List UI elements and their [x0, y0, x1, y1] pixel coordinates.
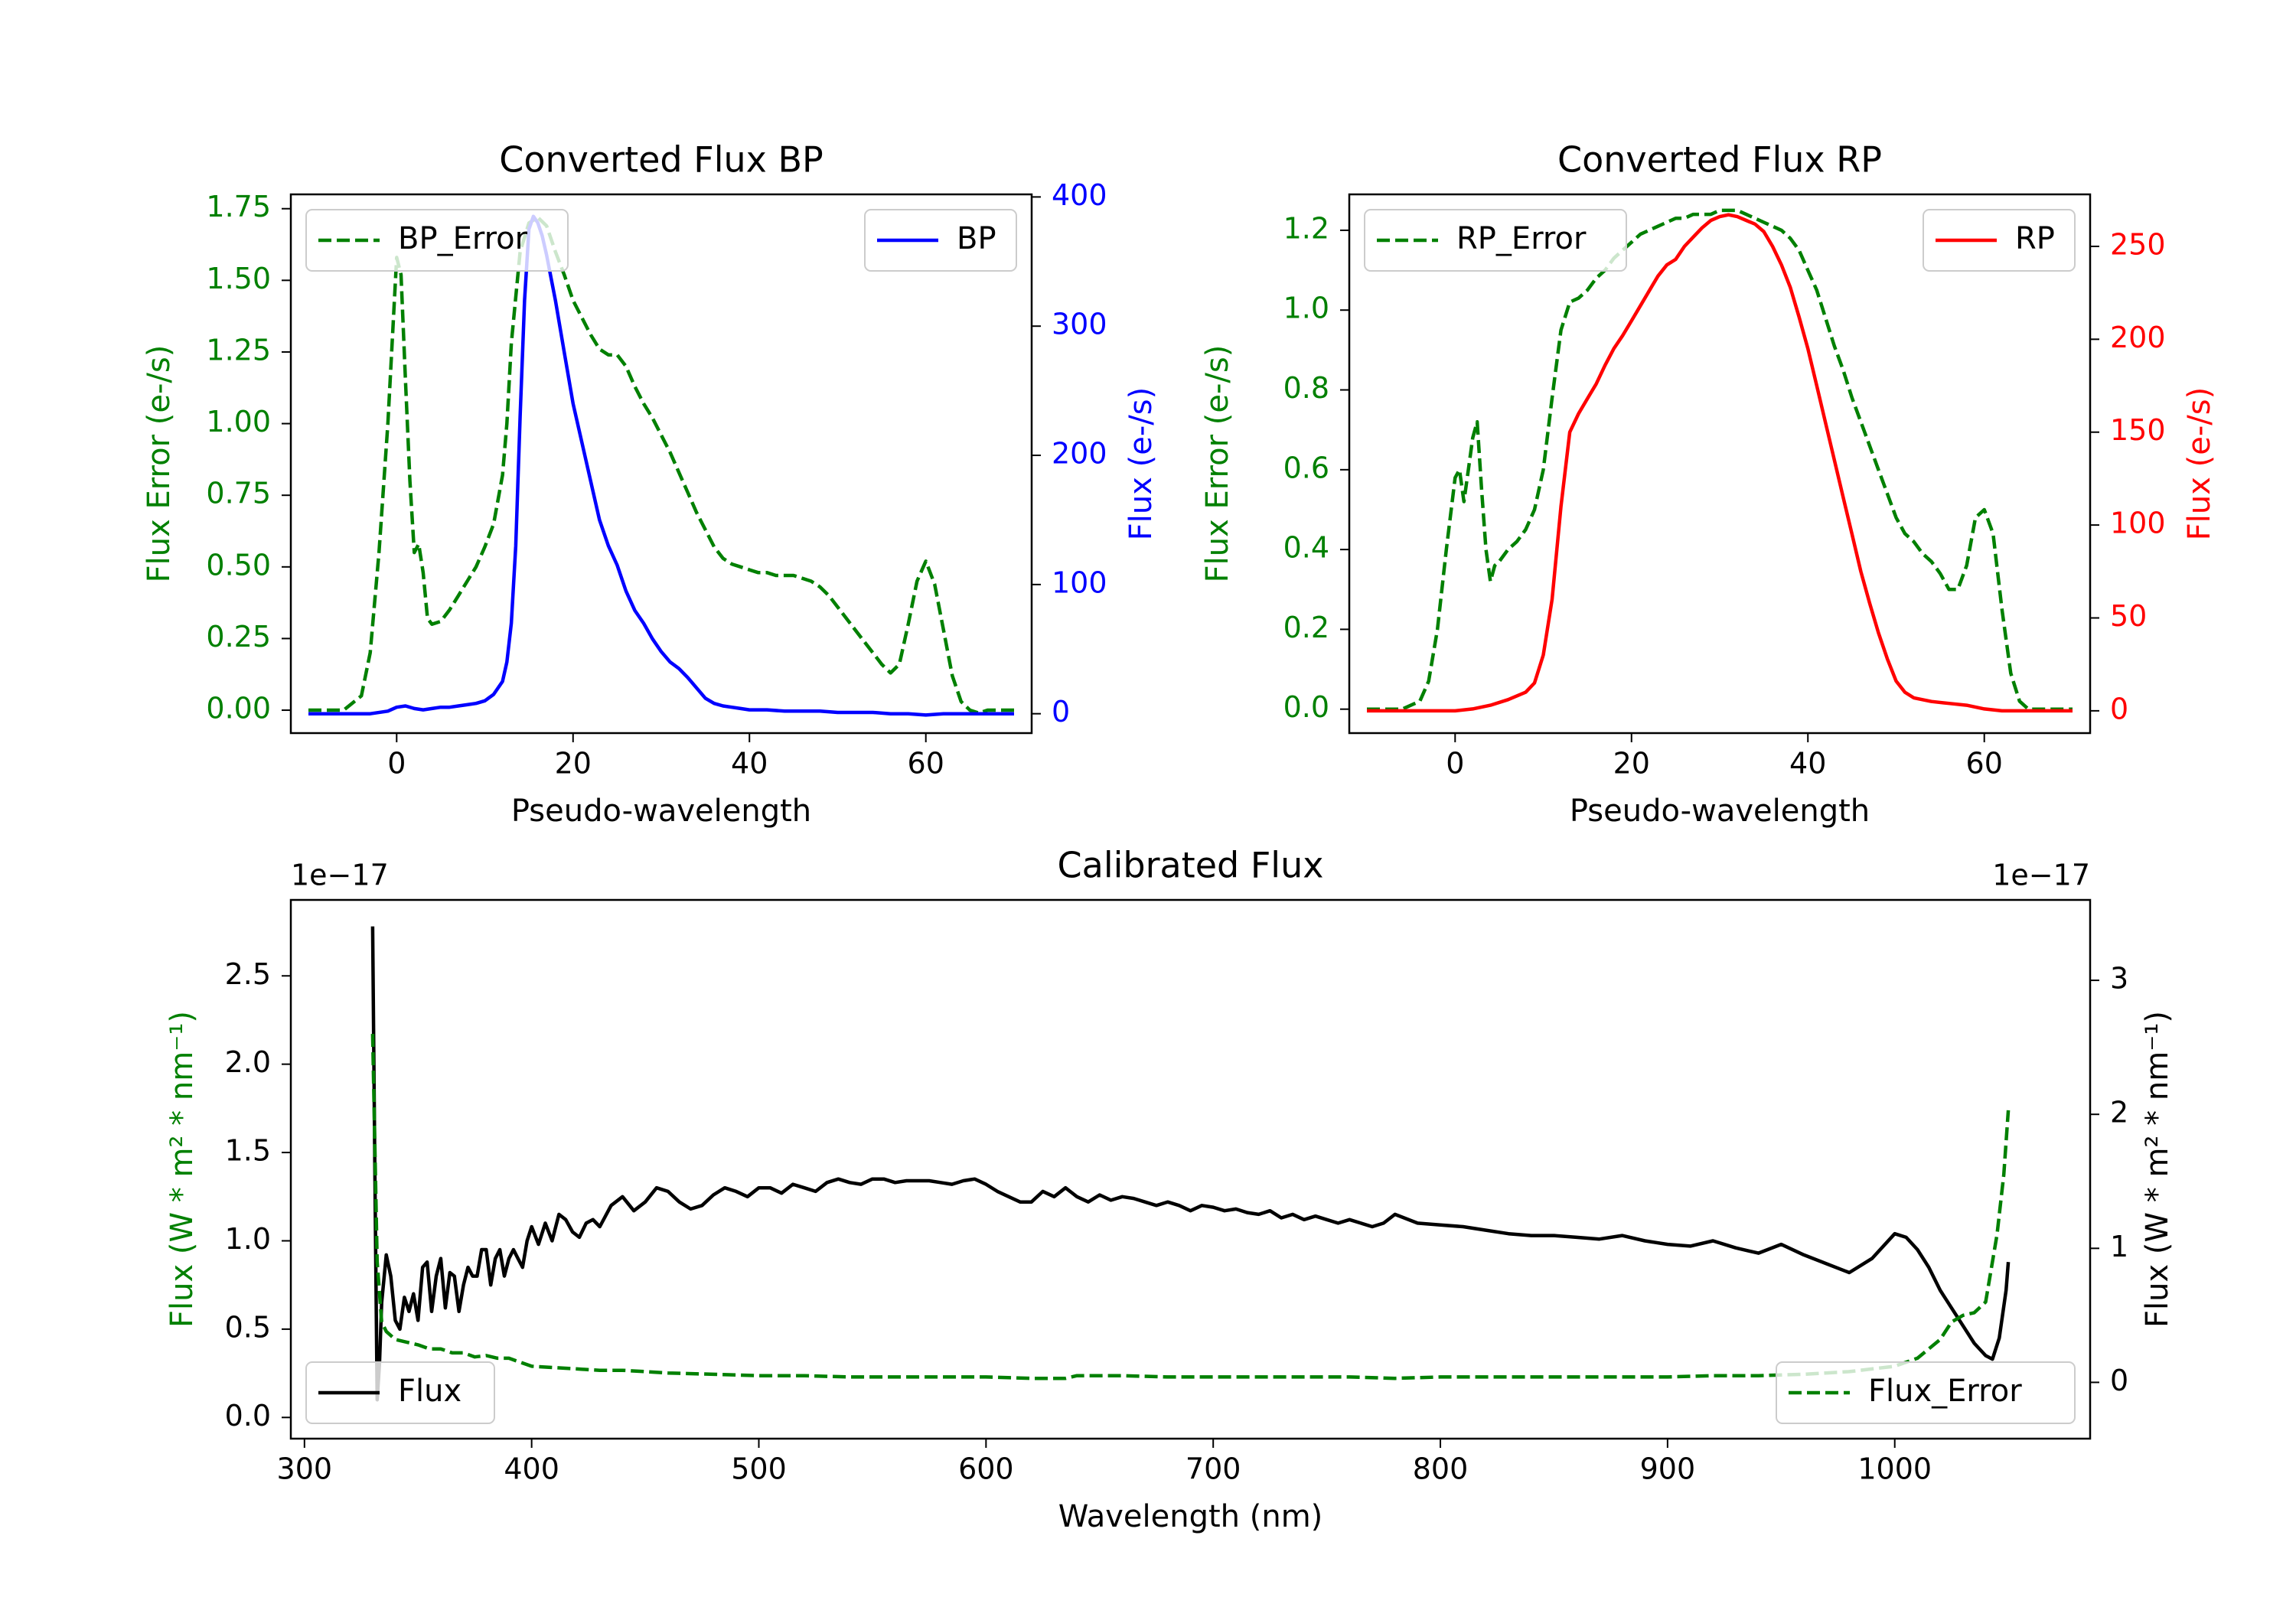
- y-left-tick-label: 0.25: [206, 620, 271, 654]
- x-tick-label: 0: [1446, 747, 1464, 781]
- y-right-tick-label: 400: [1052, 178, 1107, 212]
- chart-panel-1: Converted Flux BP 0 20 40 60 Pseudo-wavelengt…: [142, 139, 1159, 830]
- y-left-offset-label: 1e−17: [291, 859, 389, 892]
- y-left-tick-label: 0.75: [206, 477, 271, 510]
- y-left-tick-label: 2.0: [225, 1045, 271, 1079]
- legend-left: RP_Error: [1364, 209, 1627, 272]
- series-line-flux: [370, 926, 2011, 1402]
- y-left-axis-label: Flux Error (e-/s): [142, 345, 177, 583]
- legend-right: BP: [864, 209, 1017, 272]
- legend-label: Flux: [398, 1374, 461, 1409]
- legend-box: [864, 209, 1017, 272]
- series-line-bp-error: [308, 215, 1014, 715]
- y-right-tick-label: 3: [2110, 962, 2128, 996]
- legend-box: [1364, 209, 1627, 272]
- y-left-tick-label: 0.0: [1283, 690, 1329, 724]
- y-left-tick-label: 1.50: [206, 262, 271, 295]
- x-tick-label: 300: [277, 1452, 333, 1486]
- series-line-bp: [308, 214, 1014, 717]
- chart-title: Calibrated Flux: [1058, 845, 1324, 886]
- y-left-tick-label: 1.75: [206, 190, 271, 223]
- y-right-tick-label: 100: [1052, 566, 1107, 599]
- y-left-tick-label: 1.0: [225, 1222, 271, 1256]
- legend-box: [1923, 209, 2076, 272]
- y-right-tick-label: 300: [1052, 308, 1107, 341]
- y-left-tick-label: 0.4: [1283, 531, 1329, 565]
- plot-frame: [289, 898, 2092, 1440]
- y-left-tick-label: 1.5: [225, 1134, 271, 1168]
- x-axis-label: Pseudo-wavelength: [1570, 794, 1870, 829]
- legend-right: RP: [1923, 209, 2076, 272]
- chart-title: Converted Flux BP: [499, 139, 823, 181]
- y-left-tick-label: 1.0: [1283, 292, 1329, 325]
- legend-left: Flux: [305, 1361, 495, 1424]
- legend-label: RP: [2015, 221, 2055, 256]
- y-left-tick-label: 2.5: [225, 957, 271, 991]
- y-right-tick-label: 0: [2110, 692, 2128, 725]
- y-left-axis-label: Flux Error (e-/s): [1200, 345, 1235, 583]
- y-right-axis-label: Flux (W * m² * nm⁻¹): [2140, 1011, 2175, 1328]
- y-right-axis-label: Flux (e-/s): [2182, 387, 2217, 540]
- x-tick-label: 600: [958, 1452, 1014, 1486]
- legend-box: [1776, 1361, 2076, 1424]
- x-tick-label: 1000: [1857, 1452, 1932, 1486]
- x-tick-label: 500: [731, 1452, 787, 1486]
- x-tick-label: 40: [731, 747, 768, 781]
- y-left-axis-label: Flux (W * m² * nm⁻¹): [165, 1011, 200, 1328]
- chart-panel-3: Calibrated Flux 300 400 500 600 700 800 900 1000…: [165, 845, 2175, 1535]
- y-right-tick-label: 250: [2110, 227, 2166, 261]
- y-right-axis-label: Flux (e-/s): [1124, 387, 1159, 540]
- y-right-tick-label: 150: [2110, 413, 2166, 447]
- y-left-tick-label: 0.0: [225, 1399, 271, 1433]
- x-tick-label: 900: [1640, 1452, 1696, 1486]
- legend-label: Flux_Error: [1868, 1374, 2022, 1409]
- x-tick-label: 60: [908, 747, 944, 781]
- chart-panel-2: Converted Flux RP 0 20 40 60 Pseudo-wavelengt…: [1200, 139, 2217, 830]
- y-right-tick-label: 50: [2110, 599, 2147, 633]
- legend-left: BP_Error: [305, 209, 569, 272]
- plot-frame: [289, 193, 1033, 735]
- chart-title: Converted Flux RP: [1557, 139, 1882, 181]
- y-right-tick-label: 200: [1052, 437, 1107, 471]
- y-left-tick-label: 0.5: [225, 1310, 271, 1344]
- y-left-tick-label: 0.6: [1283, 451, 1329, 484]
- y-left-tick-label: 0.50: [206, 548, 271, 582]
- plot-frame: [1348, 193, 2092, 735]
- x-tick-label: 0: [387, 747, 406, 781]
- legend-right: Flux_Error: [1776, 1361, 2076, 1424]
- y-left-tick-label: 1.2: [1283, 211, 1329, 245]
- y-right-tick-label: 0: [1052, 695, 1070, 729]
- legend-box: [305, 1361, 495, 1424]
- y-right-tick-label: 100: [2110, 507, 2166, 540]
- y-left-tick-label: 0.2: [1283, 611, 1329, 644]
- x-tick-label: 800: [1413, 1452, 1469, 1486]
- x-tick-label: 40: [1789, 747, 1826, 781]
- x-tick-label: 700: [1186, 1452, 1241, 1486]
- y-right-tick-label: 0: [2110, 1364, 2128, 1397]
- x-axis-label: Wavelength (nm): [1058, 1499, 1323, 1534]
- legend-label: BP: [957, 221, 996, 256]
- legend-label: RP_Error: [1456, 221, 1587, 256]
- legend-box: [305, 209, 569, 272]
- x-axis-label: Pseudo-wavelength: [511, 794, 811, 829]
- y-right-tick-label: 200: [2110, 321, 2166, 354]
- legend-label: BP_Error: [398, 221, 528, 256]
- y-right-tick-label: 2: [2110, 1096, 2128, 1129]
- x-tick-label: 400: [504, 1452, 559, 1486]
- y-left-tick-label: 1.25: [206, 333, 271, 367]
- y-right-tick-label: 1: [2110, 1230, 2128, 1263]
- y-left-tick-label: 0.00: [206, 692, 271, 725]
- x-tick-label: 20: [1613, 747, 1650, 781]
- y-left-tick-label: 0.8: [1283, 371, 1329, 405]
- series-line-rp-error: [1367, 208, 2073, 711]
- series-line-rp: [1367, 213, 2073, 713]
- x-tick-label: 20: [555, 747, 592, 781]
- x-tick-label: 60: [1966, 747, 2003, 781]
- y-right-offset-label: 1e−17: [1992, 859, 2090, 892]
- y-left-tick-label: 1.00: [206, 405, 271, 438]
